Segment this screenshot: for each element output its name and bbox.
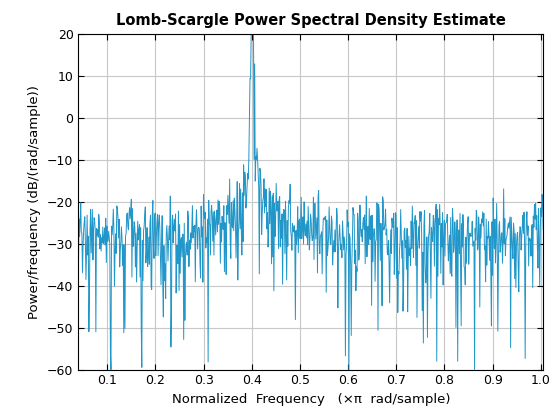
X-axis label: Normalized  Frequency   (×π  rad/sample): Normalized Frequency (×π rad/sample) [171,393,450,406]
Title: Lomb-Scargle Power Spectral Density Estimate: Lomb-Scargle Power Spectral Density Esti… [116,13,506,28]
Y-axis label: Power/fre​quency (dB/(rad/sample)): Power/fre​quency (dB/(rad/sample)) [29,85,41,318]
